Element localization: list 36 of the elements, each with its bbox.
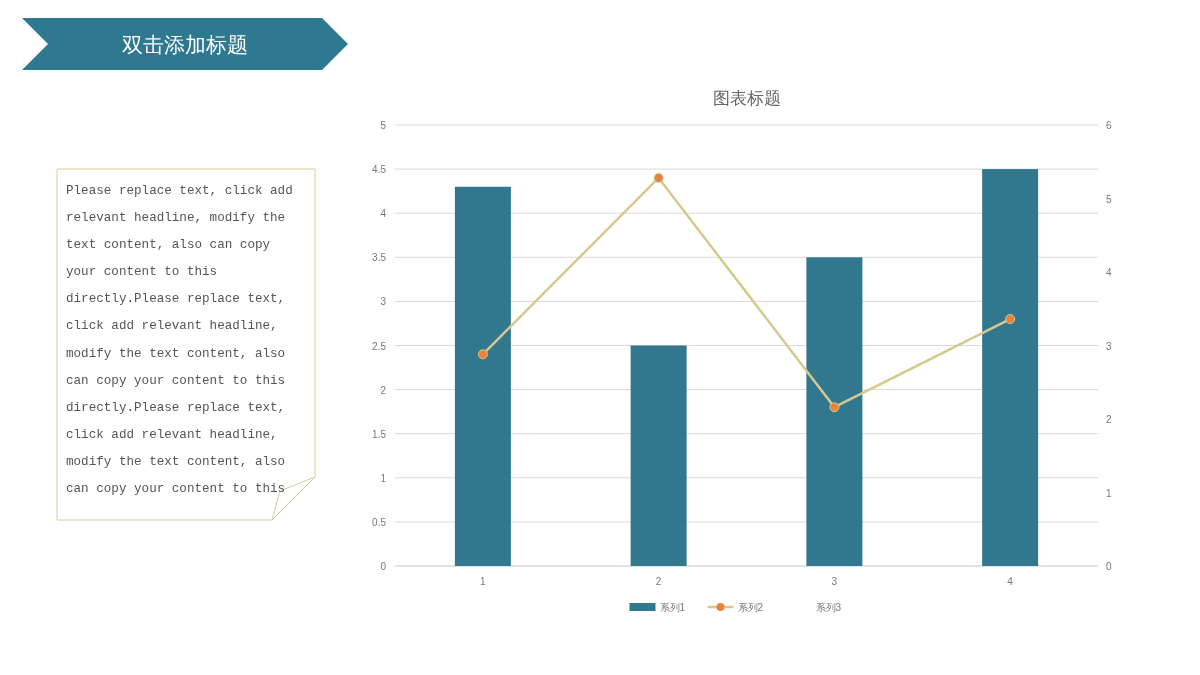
y-tick-label: 1.5	[372, 428, 387, 440]
y-tick-label: 4	[380, 208, 387, 220]
y2-tick-label: 1	[1106, 487, 1112, 499]
x-tick-label: 4	[1007, 576, 1014, 587]
point	[829, 402, 840, 413]
legend-label: 系列2	[737, 602, 764, 613]
y-tick-label: 0	[380, 561, 387, 572]
text: 系列3	[815, 602, 842, 613]
y-tick-label: 3	[380, 296, 387, 308]
y2-tick-label: 2	[1106, 414, 1112, 425]
x-tick-label: 1	[480, 576, 487, 587]
y2-tick-label: 0	[1106, 561, 1112, 572]
x-tick-label: 3	[831, 576, 838, 587]
point	[1005, 314, 1016, 325]
y-tick-label: 3.5	[372, 252, 387, 264]
bar	[630, 345, 687, 566]
y2-tick-label: 5	[1106, 193, 1112, 205]
y-tick-label: 1	[380, 472, 387, 484]
y2-tick-label: 4	[1106, 267, 1112, 278]
text: 双击添加标题	[122, 33, 248, 56]
bar	[982, 169, 1039, 566]
text: Please replace text, click add relevant headline, modify the text content, also can copy your content to this directly.Please replace text, click add relevant headline, modify the text content, also can copy your content to this directly.Please replace text, click add relevant headline, modify the text content, also can copy your content to this	[66, 184, 293, 497]
y-tick-label: 5	[380, 120, 387, 131]
x-tick-label: 2	[655, 576, 662, 587]
y-tick-label: 2	[380, 384, 387, 396]
y-tick-label: 4.5	[372, 164, 387, 176]
y2-tick-label: 6	[1106, 120, 1112, 131]
point	[477, 349, 488, 360]
bar	[454, 186, 511, 566]
point	[653, 172, 664, 183]
legend-label: 系列1	[659, 602, 686, 613]
bar	[806, 257, 863, 566]
chart-subtitle: 图表标题	[712, 89, 781, 108]
y-tick-label: 0.5	[372, 516, 387, 528]
y2-tick-label: 3	[1106, 340, 1112, 352]
y-tick-label: 2.5	[372, 340, 387, 352]
